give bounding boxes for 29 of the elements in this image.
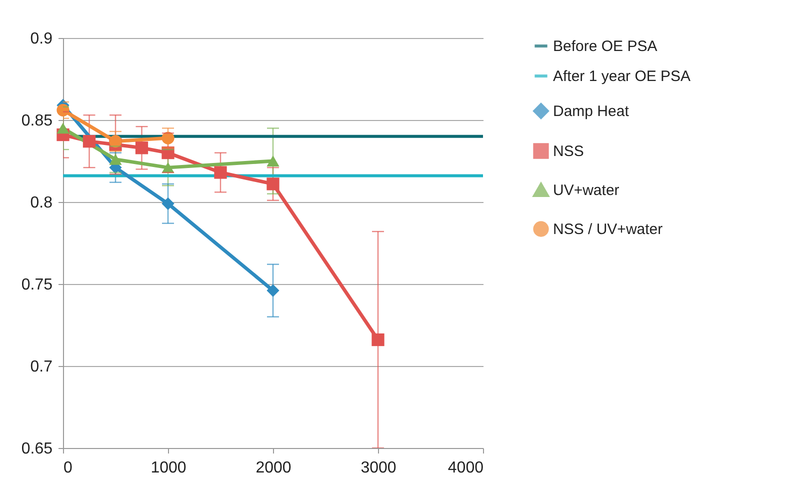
point [56,122,70,134]
point [266,178,280,190]
point [109,154,122,165]
y-tick-label: 0.65 [21,440,53,458]
y-tick-label: 0.9 [30,30,53,48]
x-tick-label: 0 [64,460,72,476]
legend-label: NSS / UV+water [553,221,663,238]
y-tick-label: 0.8 [30,194,53,212]
x-tick-label: 4000 [448,460,484,476]
legend-label: Before OE PSA [553,38,658,55]
point [109,135,122,148]
point [135,142,148,154]
point [82,134,96,148]
legend-label: NSS [553,143,584,160]
x-tick-label: 3000 [360,460,396,476]
x-tick-label: 2000 [256,460,292,476]
y-tick-label: 0.7 [30,358,53,376]
x-tick-label: 1000 [150,460,186,476]
y-tick-label: 0.75 [21,276,53,294]
y-tick-label: 0.85 [21,112,53,130]
legend-label: After 1 year OE PSA [553,68,691,85]
point [266,156,280,166]
point [214,166,227,179]
point [266,284,280,297]
legend-label: UV+water [553,182,620,199]
point [372,333,384,346]
legend-label: Damp Heat [553,103,630,120]
point [162,132,174,144]
point [162,197,174,210]
